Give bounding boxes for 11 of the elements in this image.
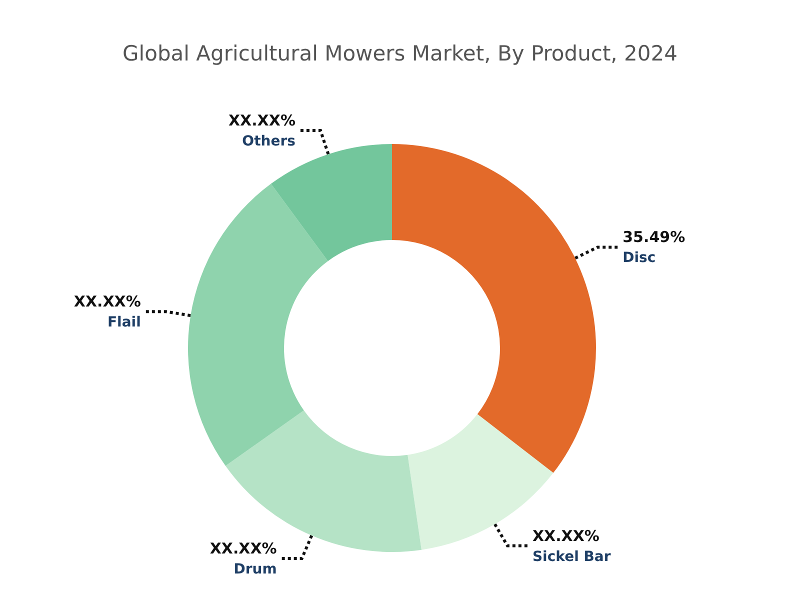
slice-label: Drum	[234, 562, 277, 578]
chart-title: Global Agricultural Mowers Market, By Product, 2024	[122, 42, 678, 66]
data-label: XX.XX%	[210, 540, 277, 558]
slice-label: Disc	[622, 250, 656, 266]
slice-label: Others	[242, 133, 296, 150]
data-label: XX.XX%	[74, 292, 141, 311]
data-label: 35.49%	[622, 228, 686, 246]
slice-label: Sickel Bar	[532, 548, 611, 565]
slice-label: Flail	[107, 314, 141, 331]
data-label: XX.XX%	[228, 111, 296, 130]
data-label: XX.XX%	[532, 526, 600, 545]
